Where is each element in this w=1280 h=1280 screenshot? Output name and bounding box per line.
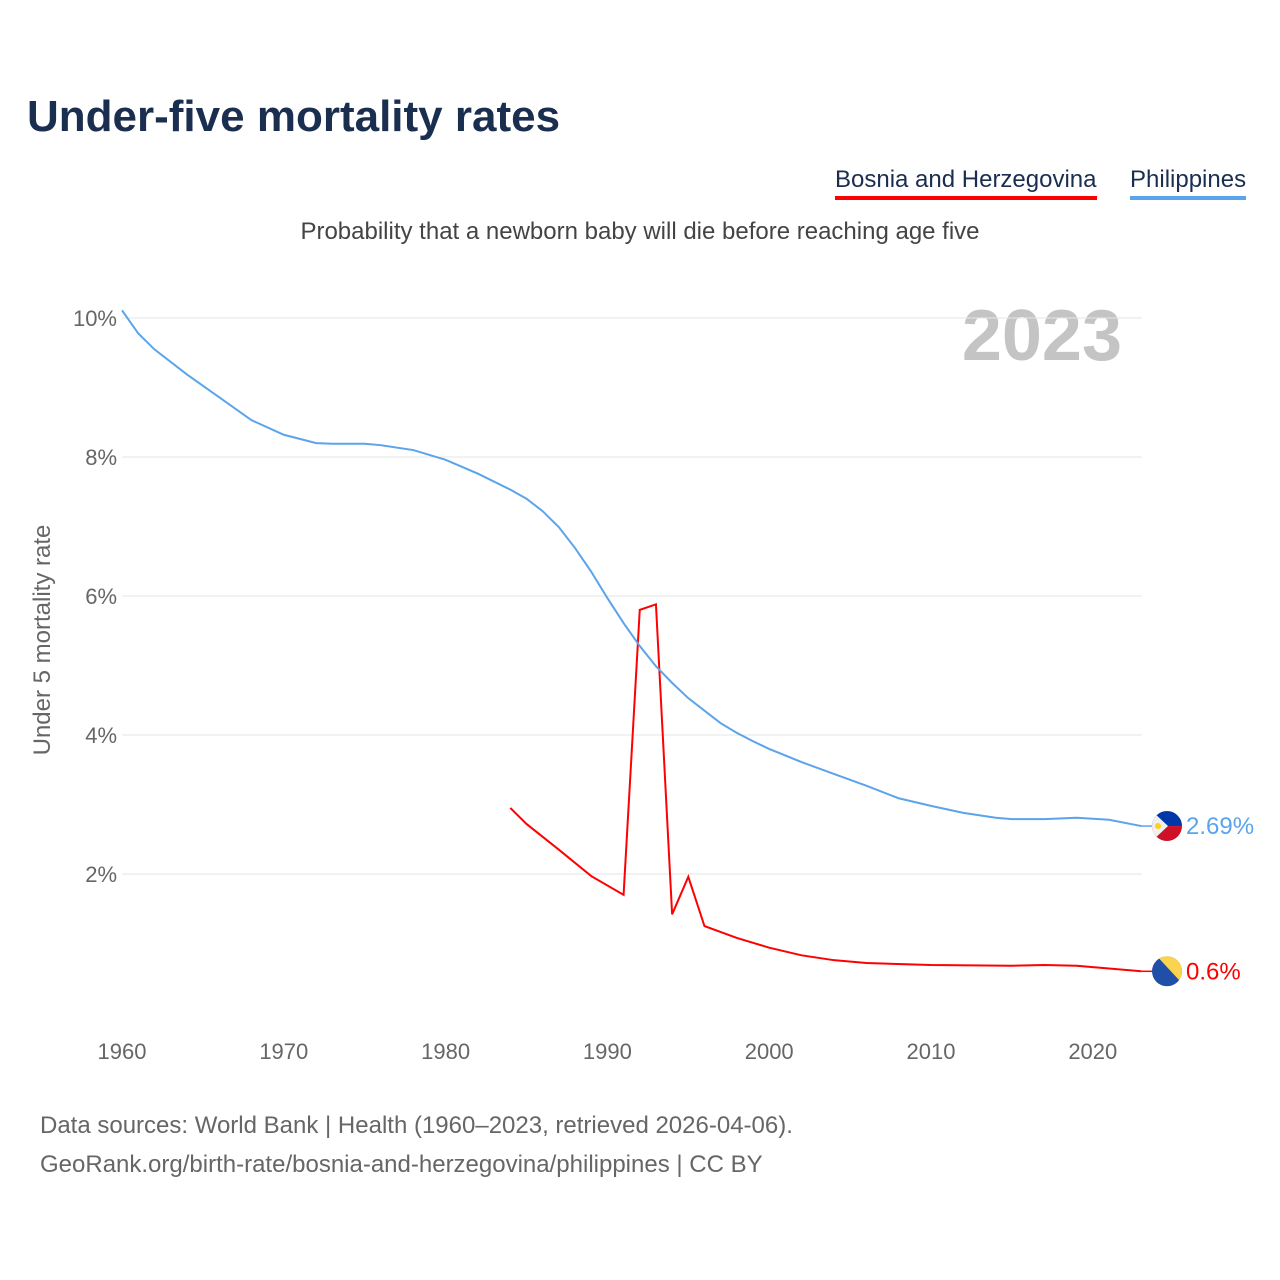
x-tick-label: 1960 (98, 1039, 147, 1064)
y-tick-label: 4% (85, 723, 117, 748)
x-tick-label: 2020 (1068, 1039, 1117, 1064)
series-line-philippines (121, 309, 1142, 828)
y-tick-label: 2% (85, 862, 117, 887)
y-tick-label: 10% (73, 306, 117, 331)
series-line-bosnia (509, 602, 1142, 973)
chart-subtitle: Probability that a newborn baby will die… (300, 218, 980, 245)
legend-item-philippines[interactable]: Philippines (1130, 166, 1247, 200)
x-tick-label: 2010 (907, 1039, 956, 1064)
x-tick-label: 1970 (259, 1039, 308, 1064)
sources: Data sources: World Bank | Health (1960–… (40, 1106, 793, 1184)
end-value-label: 0.6% (1186, 958, 1241, 985)
x-tick-label: 1990 (583, 1039, 632, 1064)
x-tick-label: 2000 (745, 1039, 794, 1064)
end-value-label: 2.69% (1186, 813, 1254, 840)
y-axis-label: Under 5 mortality rate (29, 525, 56, 756)
y-tick-label: 8% (85, 445, 117, 470)
bosnia-flag-icon (1152, 956, 1182, 987)
year-watermark: 2023 (962, 296, 1122, 376)
source-line: GeoRank.org/birth-rate/bosnia-and-herzeg… (40, 1151, 763, 1178)
x-tick-label: 1980 (421, 1039, 470, 1064)
chart-title: Under-five mortality rates (27, 92, 561, 141)
philippines-flag-icon (1152, 811, 1182, 842)
y-tick-label: 6% (85, 584, 117, 609)
legend-item-bosnia[interactable]: Bosnia and Herzegovina (835, 166, 1097, 200)
source-line: Data sources: World Bank | Health (1960–… (40, 1112, 793, 1139)
